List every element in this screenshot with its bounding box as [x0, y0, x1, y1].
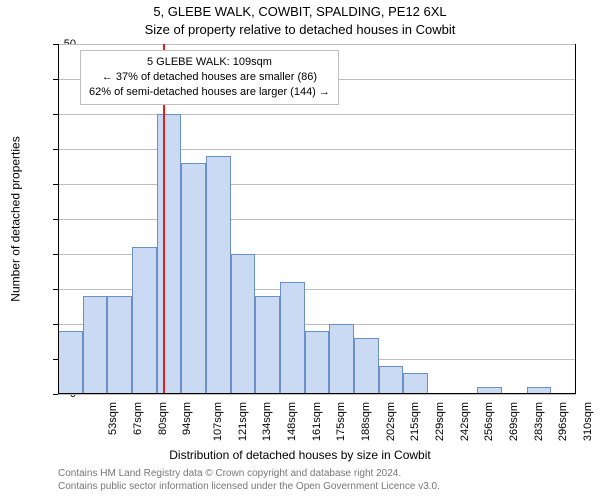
x-tick-label: 121sqm	[237, 402, 249, 441]
bar	[354, 338, 379, 394]
y-tick-mark	[53, 79, 58, 80]
bar	[403, 373, 428, 394]
title-subtitle: Size of property relative to detached ho…	[0, 22, 600, 37]
x-tick-label: 134sqm	[261, 402, 273, 441]
x-tick-label: 283sqm	[533, 402, 545, 441]
axis-left	[58, 44, 59, 394]
bar	[58, 331, 83, 394]
x-tick-label: 296sqm	[557, 402, 569, 441]
x-tick-label: 107sqm	[212, 402, 224, 441]
bar	[83, 296, 108, 394]
annotation-line: ← 37% of detached houses are smaller (86…	[89, 70, 330, 85]
y-tick-mark	[53, 44, 58, 45]
annotation-box: 5 GLEBE WALK: 109sqm ← 37% of detached h…	[80, 50, 339, 105]
y-tick-mark	[53, 289, 58, 290]
bar	[305, 331, 330, 394]
x-tick-label: 67sqm	[132, 402, 144, 435]
y-axis-label: Number of detached properties	[6, 44, 26, 394]
bar	[379, 366, 404, 394]
x-axis-label: Distribution of detached houses by size …	[0, 448, 600, 462]
y-tick-mark	[53, 394, 58, 395]
x-tick-label: 148sqm	[286, 402, 298, 441]
x-tick-label: 310sqm	[582, 402, 594, 441]
bar	[231, 254, 256, 394]
gridline	[58, 44, 576, 45]
bar	[181, 163, 206, 394]
bar	[280, 282, 305, 394]
y-tick-mark	[53, 149, 58, 150]
gridline	[58, 114, 576, 115]
x-tick-label: 80sqm	[157, 402, 169, 435]
bar	[157, 114, 182, 394]
gridline	[58, 149, 576, 150]
gridline	[58, 219, 576, 220]
gridline	[58, 394, 576, 395]
title-address: 5, GLEBE WALK, COWBIT, SPALDING, PE12 6X…	[0, 4, 600, 19]
y-tick-mark	[53, 219, 58, 220]
annotation-line: 5 GLEBE WALK: 109sqm	[89, 55, 330, 70]
footer-line-1: Contains HM Land Registry data © Crown c…	[58, 468, 401, 479]
y-tick-mark	[53, 359, 58, 360]
footer-line-2: Contains public sector information licen…	[58, 481, 440, 492]
gridline	[58, 184, 576, 185]
annotation-line: 62% of semi-detached houses are larger (…	[89, 85, 330, 100]
x-tick-label: 161sqm	[311, 402, 323, 441]
x-tick-label: 215sqm	[409, 402, 421, 441]
bar	[329, 324, 354, 394]
x-tick-label: 94sqm	[181, 402, 193, 435]
x-tick-label: 202sqm	[385, 402, 397, 441]
y-tick-mark	[53, 114, 58, 115]
x-tick-label: 269sqm	[508, 402, 520, 441]
bar	[132, 247, 157, 394]
x-tick-label: 229sqm	[434, 402, 446, 441]
bar	[255, 296, 280, 394]
x-tick-label: 188sqm	[360, 402, 372, 441]
x-tick-label: 256sqm	[483, 402, 495, 441]
axis-bottom	[58, 393, 576, 394]
x-tick-label: 175sqm	[335, 402, 347, 441]
x-tick-label: 242sqm	[459, 402, 471, 441]
bar	[107, 296, 132, 394]
y-tick-mark	[53, 324, 58, 325]
axis-right	[575, 44, 576, 394]
figure: 5, GLEBE WALK, COWBIT, SPALDING, PE12 6X…	[0, 0, 600, 500]
x-tick-label: 53sqm	[107, 402, 119, 435]
y-tick-mark	[53, 254, 58, 255]
plot-area: 5 GLEBE WALK: 109sqm ← 37% of detached h…	[58, 44, 576, 394]
bar	[206, 156, 231, 394]
y-tick-mark	[53, 184, 58, 185]
